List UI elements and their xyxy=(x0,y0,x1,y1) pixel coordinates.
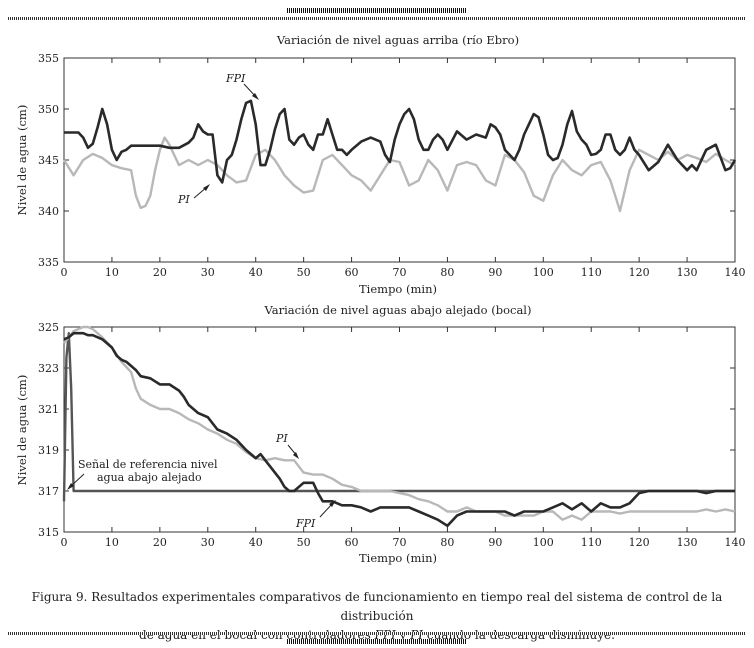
chart2-reference-annotation-line1: Señal de referencia nivel xyxy=(78,458,218,471)
caption-line2-end: cuando la descarga disminuye. xyxy=(423,628,615,642)
c2-ytick-label: 325 xyxy=(38,321,59,334)
bottom-rule-ornament xyxy=(287,639,467,644)
c1-ytick-label: 355 xyxy=(38,52,59,65)
chart2-pi-series-line xyxy=(63,325,736,521)
chart2-plot-frame xyxy=(63,326,736,533)
chart2-fpi-series-line xyxy=(63,331,735,528)
c1-ytick-label: 335 xyxy=(38,256,59,269)
chart2-reference-arrowhead xyxy=(67,483,74,490)
caption-fpi: FPI xyxy=(374,628,396,642)
c2-ytick-label: 319 xyxy=(38,444,59,457)
c2-xtick-label: 60 xyxy=(345,536,359,549)
c1-xtick-label: 90 xyxy=(488,266,502,279)
c2-ytick-label: 315 xyxy=(38,526,59,539)
c2-xtick-label: 50 xyxy=(297,536,311,549)
chart2-y-axis-title: Nivel de agua (cm) xyxy=(15,375,29,486)
top-rule xyxy=(8,17,746,20)
caption-line2-start: de agua en el bocal con controladores xyxy=(139,628,375,642)
c1-xtick-label: 50 xyxy=(297,266,311,279)
c2-xtick-label: 100 xyxy=(533,536,554,549)
figure-caption: Figura 9. Resultados experimentales comp… xyxy=(0,588,754,645)
c2-xtick-label: 30 xyxy=(201,536,215,549)
c1-xtick-label: 40 xyxy=(249,266,263,279)
c1-xtick-label: 80 xyxy=(440,266,454,279)
chart-upstream: Variación de nivel aguas arriba (río Ebr… xyxy=(15,33,746,296)
charts-canvas: Variación de nivel aguas arriba (río Ebr… xyxy=(15,33,746,565)
chart2-title: Variación de nivel aguas abajo alejado (… xyxy=(264,303,532,317)
c2-xtick-label: 110 xyxy=(581,536,602,549)
top-rule-ornament xyxy=(287,8,467,13)
c1-xtick-label: 130 xyxy=(677,266,698,279)
c1-xtick-label: 140 xyxy=(725,266,746,279)
c1-xtick-label: 70 xyxy=(393,266,407,279)
c1-xtick-label: 10 xyxy=(105,266,119,279)
chart2-fpi-arrowhead xyxy=(329,500,336,507)
chart1-pi-arrowhead xyxy=(203,184,210,191)
chart2-fpi-annotation: FPI xyxy=(295,517,316,530)
chart2-reference-signal-line xyxy=(62,332,735,502)
chart2-x-axis-title: Tiempo (min) xyxy=(359,551,437,565)
c1-xtick-label: 100 xyxy=(533,266,554,279)
chart1-title: Variación de nivel aguas arriba (río Ebr… xyxy=(276,33,519,47)
c1-xtick-label: 60 xyxy=(345,266,359,279)
chart1-x-axis: 0 10 20 30 40 50 60 70 80 90 100 110 120 130 140 xyxy=(61,58,746,279)
c1-ytick-label: 350 xyxy=(38,103,59,116)
c1-ytick-label: 345 xyxy=(38,154,59,167)
chart2-reference-annotation-line2: agua abajo alejado xyxy=(97,471,202,484)
c2-ytick-label: 323 xyxy=(38,362,59,375)
caption-line1: Figura 9. Resultados experimentales comp… xyxy=(31,590,723,623)
c2-xtick-label: 130 xyxy=(677,536,698,549)
chart1-pi-series-line xyxy=(62,136,736,213)
chart1-y-axis-title: Nivel de agua (cm) xyxy=(15,105,29,216)
bottom-rule xyxy=(8,632,746,635)
chart2-pi-annotation: PI xyxy=(275,432,288,445)
chart2-x-axis: 0 10 20 30 40 50 60 70 80 90 100 110 120 130 140 xyxy=(61,327,746,549)
chart1-fpi-series-line xyxy=(64,99,737,184)
c2-xtick-label: 120 xyxy=(629,536,650,549)
c1-xtick-label: 120 xyxy=(629,266,650,279)
c2-ytick-label: 321 xyxy=(38,403,59,416)
chart1-fpi-annotation: FPI xyxy=(225,72,246,85)
c2-xtick-label: 10 xyxy=(105,536,119,549)
c1-xtick-label: 30 xyxy=(201,266,215,279)
chart-downstream: Variación de nivel aguas abajo alejado (… xyxy=(15,303,746,565)
caption-pi: PI xyxy=(410,628,424,642)
c2-xtick-label: 140 xyxy=(725,536,746,549)
c1-xtick-label: 0 xyxy=(61,266,68,279)
c2-xtick-label: 20 xyxy=(153,536,167,549)
c2-xtick-label: 90 xyxy=(488,536,502,549)
caption-and: y xyxy=(395,628,411,642)
c2-xtick-label: 40 xyxy=(249,536,263,549)
c1-xtick-label: 20 xyxy=(153,266,167,279)
chart1-x-axis-title: Tiempo (min) xyxy=(359,282,437,296)
c2-xtick-label: 80 xyxy=(440,536,454,549)
c1-ytick-label: 340 xyxy=(38,205,59,218)
chart1-y-axis: 335 340 345 350 355 xyxy=(38,52,735,269)
c2-xtick-label: 0 xyxy=(61,536,68,549)
c2-xtick-label: 70 xyxy=(393,536,407,549)
chart2-pi-arrowhead xyxy=(293,452,299,459)
c2-ytick-label: 317 xyxy=(38,485,59,498)
chart1-fpi-arrowhead xyxy=(252,93,259,100)
chart1-pi-annotation: PI xyxy=(177,193,190,206)
c1-xtick-label: 110 xyxy=(581,266,602,279)
